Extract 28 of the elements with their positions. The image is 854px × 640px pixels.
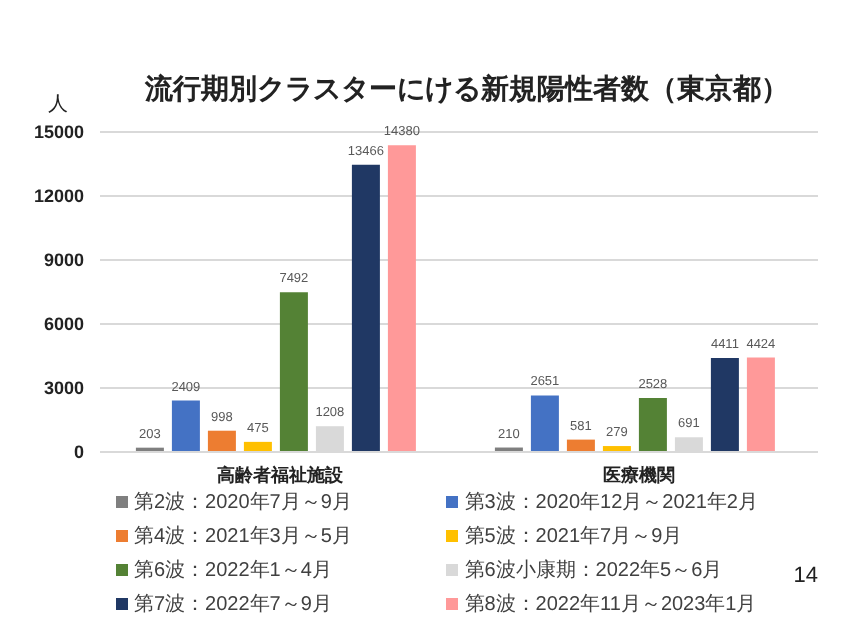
legend-label: 第5波：2021年7月～9月 xyxy=(464,523,683,550)
legend-label: 第6波：2022年1～4月 xyxy=(134,557,332,584)
y-axis-title: 人 xyxy=(48,92,68,118)
legend-label: 第2波：2020年7月～9月 xyxy=(134,489,352,516)
y-tick-label: 9000 xyxy=(43,250,84,271)
legend-label: 第3波：2020年12月～2021年2月 xyxy=(464,489,758,516)
bar xyxy=(171,400,200,452)
chart-title: 流行期別クラスターにける新規陽性者数（東京都） xyxy=(145,72,789,104)
bar xyxy=(638,398,667,452)
bar xyxy=(710,357,739,452)
bar xyxy=(387,145,416,452)
legend-label: 第7波：2022年7～9月 xyxy=(134,591,332,618)
y-tick-label: 12000 xyxy=(33,186,84,207)
bar xyxy=(279,292,308,452)
y-tick-label: 15000 xyxy=(33,122,84,143)
bar xyxy=(351,164,380,452)
x-tick-label: 高齢者福祉施設 xyxy=(216,464,345,485)
legend-label: 第4波：2021年3月～5月 xyxy=(134,523,352,550)
bar xyxy=(530,395,559,452)
text: 14 xyxy=(793,564,818,588)
legend-label: 第6波小康期：2022年5～6月 xyxy=(464,557,723,584)
y-tick-label: 3000 xyxy=(43,378,84,399)
x-tick-label: 医療機関 xyxy=(602,464,675,485)
bar xyxy=(207,430,236,452)
y-tick-label: 6000 xyxy=(43,314,84,335)
bar xyxy=(746,357,775,452)
legend-label: 第8波：2022年11月～2023年1月 xyxy=(464,591,757,618)
y-tick-label: 0 xyxy=(73,442,84,463)
